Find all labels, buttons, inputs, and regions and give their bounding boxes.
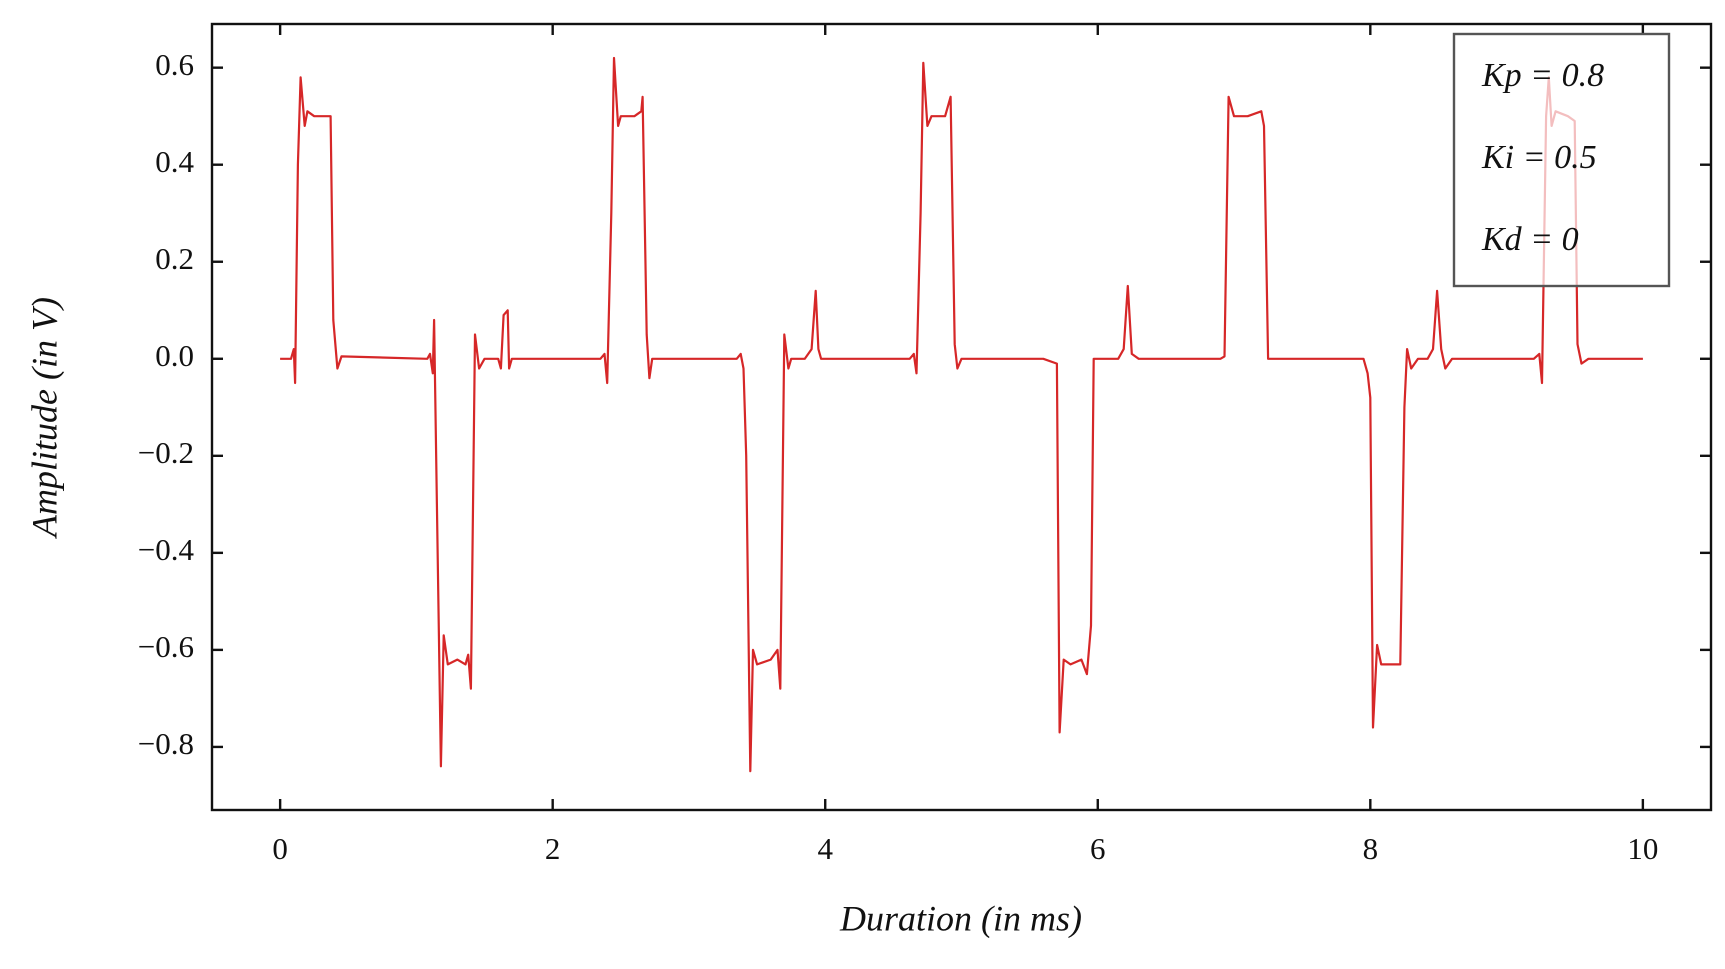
line — [280, 56, 1643, 773]
y-tick-label: 0.6 — [155, 47, 194, 82]
y-tick-label: 0.0 — [155, 338, 194, 373]
y-tick-label: −0.2 — [138, 435, 194, 470]
x-tick-label: 2 — [545, 831, 561, 866]
y-tick-label: 0.2 — [155, 241, 194, 276]
legend-box — [1452, 32, 1671, 288]
x-axis-label: Duration (in ms) — [839, 898, 1082, 938]
x-tick-label: 0 — [272, 831, 288, 866]
x-tick-label: 6 — [1090, 831, 1106, 866]
annotation: Kp = 0.8 — [1481, 57, 1604, 94]
y-tick-label: −0.8 — [138, 726, 194, 761]
y-tick-label: −0.4 — [138, 532, 195, 567]
y-axis-label: Amplitude (in V) — [24, 297, 64, 539]
annotation: Kd = 0 — [1481, 221, 1579, 258]
y-tick-label: −0.6 — [138, 629, 194, 664]
x-tick-label: 8 — [1363, 831, 1379, 866]
y-tick-label: 0.4 — [155, 144, 194, 179]
annotation: Ki = 0.5 — [1481, 139, 1597, 176]
x-tick-label: 4 — [817, 831, 833, 866]
plot-frame — [210, 22, 1713, 812]
x-tick-label: 10 — [1627, 831, 1658, 866]
